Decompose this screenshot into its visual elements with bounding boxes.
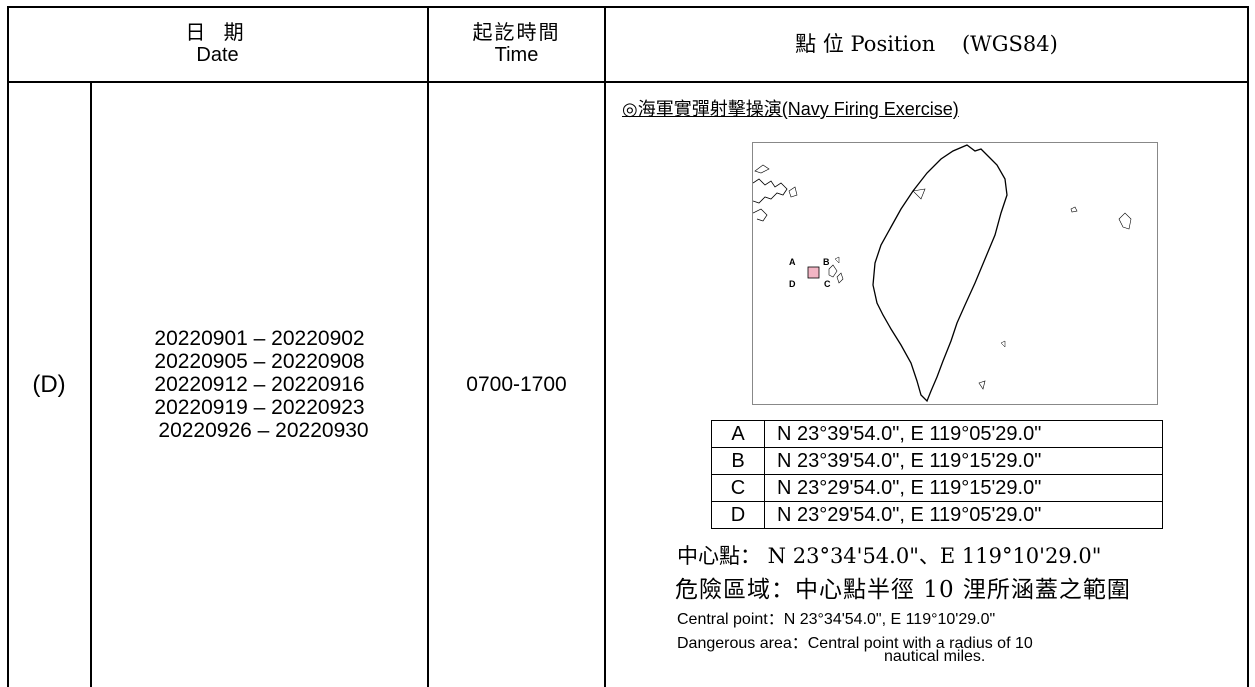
point-coordinate: N 23°29'54.0", E 119°05'29.0" <box>764 501 1163 529</box>
header-position-label: 點 位 Position (WGS84) <box>795 32 1058 56</box>
header-time-en: Time <box>494 44 539 66</box>
table-row: A N 23°39'54.0", E 119°05'29.0" <box>711 420 1163 448</box>
point-id: D <box>711 501 765 529</box>
row-id: (D) <box>32 370 66 398</box>
map-label-c: C <box>824 279 831 289</box>
time-column-divider <box>604 6 606 687</box>
header-date-zh: 日 期 <box>185 20 250 44</box>
point-coordinate: N 23°39'54.0", E 119°15'29.0" <box>764 447 1163 475</box>
point-id: A <box>711 420 765 448</box>
danger-area-zh: 危險區域：中心點半徑 10 浬所涵蓋之範圍 <box>675 577 1131 603</box>
table-row: D N 23°29'54.0", E 119°05'29.0" <box>711 501 1163 529</box>
exercise-title-zh: ◎海軍實彈射擊操演 <box>622 99 782 120</box>
header-position: 點 位 Position (WGS84) <box>606 7 1247 81</box>
point-id: B <box>711 447 765 475</box>
taiwan-outline <box>872 144 1008 403</box>
danger-area-en: Dangerous area：Central point with a radi… <box>677 635 1033 652</box>
date-range: 20220912 – 20220916 <box>154 373 365 396</box>
point-id: C <box>711 474 765 502</box>
point-coordinate: N 23°29'54.0", E 119°15'29.0" <box>764 474 1163 502</box>
date-range: 20220919 – 20220923 <box>154 396 365 419</box>
map-label-b: B <box>823 257 830 267</box>
central-point-en: Central point：N 23°34'54.0", E 119°10'29… <box>677 611 996 628</box>
id-column-divider <box>90 81 92 687</box>
date-list-cell: 20220901 – 20220902 20220905 – 20220908 … <box>92 82 427 687</box>
header-bottom-border <box>7 81 1248 83</box>
coordinates-table: A N 23°39'54.0", E 119°05'29.0" B N 23°3… <box>711 420 1163 529</box>
date-column-divider <box>427 6 429 687</box>
date-range: 20220901 – 20220902 <box>154 327 365 350</box>
table-row: C N 23°29'54.0", E 119°15'29.0" <box>711 474 1163 502</box>
taiwan-map: A B C D <box>752 142 1158 405</box>
map-label-d: D <box>789 279 796 289</box>
row-id-cell: (D) <box>8 82 90 687</box>
header-time: 起訖時間 Time <box>429 7 604 81</box>
table-right-border <box>1247 6 1249 687</box>
date-range: 20220905 – 20220908 <box>154 350 365 373</box>
exercise-title: ◎海軍實彈射擊操演(Navy Firing Exercise) <box>622 95 959 121</box>
header-date: 日 期 Date <box>8 7 427 81</box>
time-range: 0700-1700 <box>466 372 567 396</box>
firing-zone <box>807 266 820 279</box>
time-cell: 0700-1700 <box>429 82 604 687</box>
date-list: 20220901 – 20220902 20220905 – 20220908 … <box>150 327 368 442</box>
table-top-border <box>7 6 1248 8</box>
table-left-border <box>7 6 9 687</box>
danger-area-en-continued: nautical miles. <box>884 648 986 665</box>
header-time-zh: 起訖時間 <box>472 20 561 44</box>
header-date-en: Date <box>196 44 239 66</box>
exercise-title-en: (Navy Firing Exercise) <box>781 99 959 119</box>
center-point-zh: 中心點： N 23°34'54.0"、E 119°10'29.0" <box>677 544 1102 568</box>
table-row: B N 23°39'54.0", E 119°15'29.0" <box>711 447 1163 475</box>
point-coordinate: N 23°39'54.0", E 119°05'29.0" <box>764 420 1163 448</box>
date-range: 20220926 – 20220930 <box>158 419 369 442</box>
map-svg: A B C D <box>753 144 1132 403</box>
map-label-a: A <box>789 257 796 267</box>
